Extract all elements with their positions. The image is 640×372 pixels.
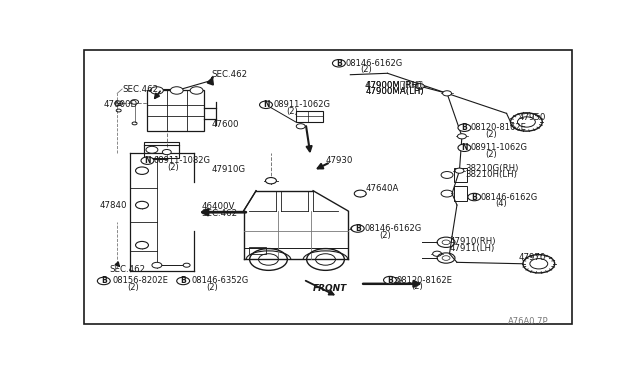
Text: 08146-6162G: 08146-6162G bbox=[364, 224, 422, 233]
Circle shape bbox=[385, 278, 394, 283]
Text: 47930: 47930 bbox=[326, 156, 353, 165]
Text: 47900MA(LH): 47900MA(LH) bbox=[365, 87, 424, 96]
Text: 08911-1082G: 08911-1082G bbox=[154, 156, 211, 165]
Text: 08120-8162E: 08120-8162E bbox=[471, 123, 527, 132]
Circle shape bbox=[351, 226, 360, 231]
Text: SEC.462: SEC.462 bbox=[110, 265, 146, 274]
Text: 47600: 47600 bbox=[211, 121, 239, 129]
Text: 38210G(RH): 38210G(RH) bbox=[466, 164, 519, 173]
Text: 47900M (RH): 47900M (RH) bbox=[365, 81, 422, 90]
Text: 08146-6162G: 08146-6162G bbox=[346, 59, 403, 68]
Circle shape bbox=[455, 168, 464, 173]
Text: (2): (2) bbox=[486, 150, 497, 159]
Circle shape bbox=[332, 60, 346, 67]
Circle shape bbox=[433, 251, 442, 256]
Text: 47950: 47950 bbox=[519, 113, 547, 122]
Text: (2): (2) bbox=[412, 282, 423, 291]
Text: (2): (2) bbox=[286, 107, 298, 116]
Bar bbox=[454, 186, 467, 201]
Text: 47911(LH): 47911(LH) bbox=[449, 244, 495, 253]
Text: B: B bbox=[472, 193, 477, 202]
Bar bbox=[147, 90, 204, 131]
Circle shape bbox=[136, 201, 148, 209]
Text: B: B bbox=[461, 123, 467, 132]
Text: A76A0.7P: A76A0.7P bbox=[508, 317, 548, 326]
Circle shape bbox=[391, 278, 400, 283]
Text: 47910(RH): 47910(RH) bbox=[449, 237, 496, 246]
Text: (2): (2) bbox=[167, 163, 179, 172]
Circle shape bbox=[170, 87, 183, 94]
Circle shape bbox=[97, 277, 110, 285]
Text: N: N bbox=[144, 156, 150, 165]
Text: SEC.462: SEC.462 bbox=[202, 209, 237, 218]
Text: 47840: 47840 bbox=[100, 201, 127, 209]
Text: 08146-6352G: 08146-6352G bbox=[191, 276, 249, 285]
Text: 08911-1062G: 08911-1062G bbox=[471, 143, 528, 152]
Text: (4): (4) bbox=[495, 199, 508, 208]
Text: 08120-8162E: 08120-8162E bbox=[396, 276, 452, 285]
Circle shape bbox=[458, 144, 471, 151]
Circle shape bbox=[152, 262, 162, 268]
Circle shape bbox=[260, 101, 273, 109]
Text: 08911-1062G: 08911-1062G bbox=[273, 100, 330, 109]
Circle shape bbox=[163, 150, 172, 155]
Text: 47910G: 47910G bbox=[211, 165, 246, 174]
Text: 08156-8202E: 08156-8202E bbox=[112, 276, 168, 285]
Circle shape bbox=[266, 177, 276, 184]
Bar bbox=[244, 248, 348, 260]
Text: B: B bbox=[180, 276, 186, 285]
Circle shape bbox=[131, 100, 138, 104]
Text: N: N bbox=[461, 143, 468, 152]
Text: FRONT: FRONT bbox=[313, 284, 348, 293]
Circle shape bbox=[383, 276, 396, 284]
Circle shape bbox=[443, 91, 451, 96]
Circle shape bbox=[296, 124, 305, 129]
Text: 47900M（RH）: 47900M（RH） bbox=[365, 81, 423, 90]
Circle shape bbox=[177, 277, 189, 285]
Circle shape bbox=[146, 146, 158, 153]
Text: B: B bbox=[355, 224, 360, 233]
Text: N: N bbox=[263, 100, 269, 109]
Text: (2): (2) bbox=[127, 283, 139, 292]
Text: (2): (2) bbox=[486, 130, 497, 139]
Circle shape bbox=[190, 87, 203, 94]
Circle shape bbox=[355, 190, 366, 197]
Text: 47970: 47970 bbox=[519, 253, 547, 262]
Text: 47900MA(LH): 47900MA(LH) bbox=[365, 87, 424, 96]
Bar bbox=[296, 110, 323, 122]
Text: 08146-6162G: 08146-6162G bbox=[481, 193, 538, 202]
Bar bbox=[145, 142, 179, 158]
Bar bbox=[249, 247, 266, 254]
Text: B: B bbox=[336, 59, 342, 68]
Circle shape bbox=[458, 134, 467, 139]
Text: 47600D: 47600D bbox=[103, 100, 138, 109]
Circle shape bbox=[150, 87, 163, 94]
Circle shape bbox=[415, 84, 424, 89]
Text: (2): (2) bbox=[360, 65, 372, 74]
Circle shape bbox=[136, 167, 148, 174]
Text: SEC.462: SEC.462 bbox=[211, 70, 248, 79]
Text: SEC.462: SEC.462 bbox=[122, 84, 158, 93]
Circle shape bbox=[183, 263, 190, 267]
Text: B: B bbox=[101, 276, 107, 285]
Text: 47640A: 47640A bbox=[365, 184, 399, 193]
Circle shape bbox=[141, 157, 154, 164]
Circle shape bbox=[468, 193, 481, 201]
Text: (2): (2) bbox=[379, 231, 391, 240]
Circle shape bbox=[458, 124, 471, 131]
Text: 46400V: 46400V bbox=[202, 202, 235, 211]
Text: B: B bbox=[387, 276, 393, 285]
Text: 38210H(LH): 38210H(LH) bbox=[466, 170, 518, 179]
Circle shape bbox=[136, 241, 148, 249]
Circle shape bbox=[351, 225, 364, 232]
Text: (2): (2) bbox=[207, 283, 218, 292]
Bar bbox=[454, 168, 467, 182]
